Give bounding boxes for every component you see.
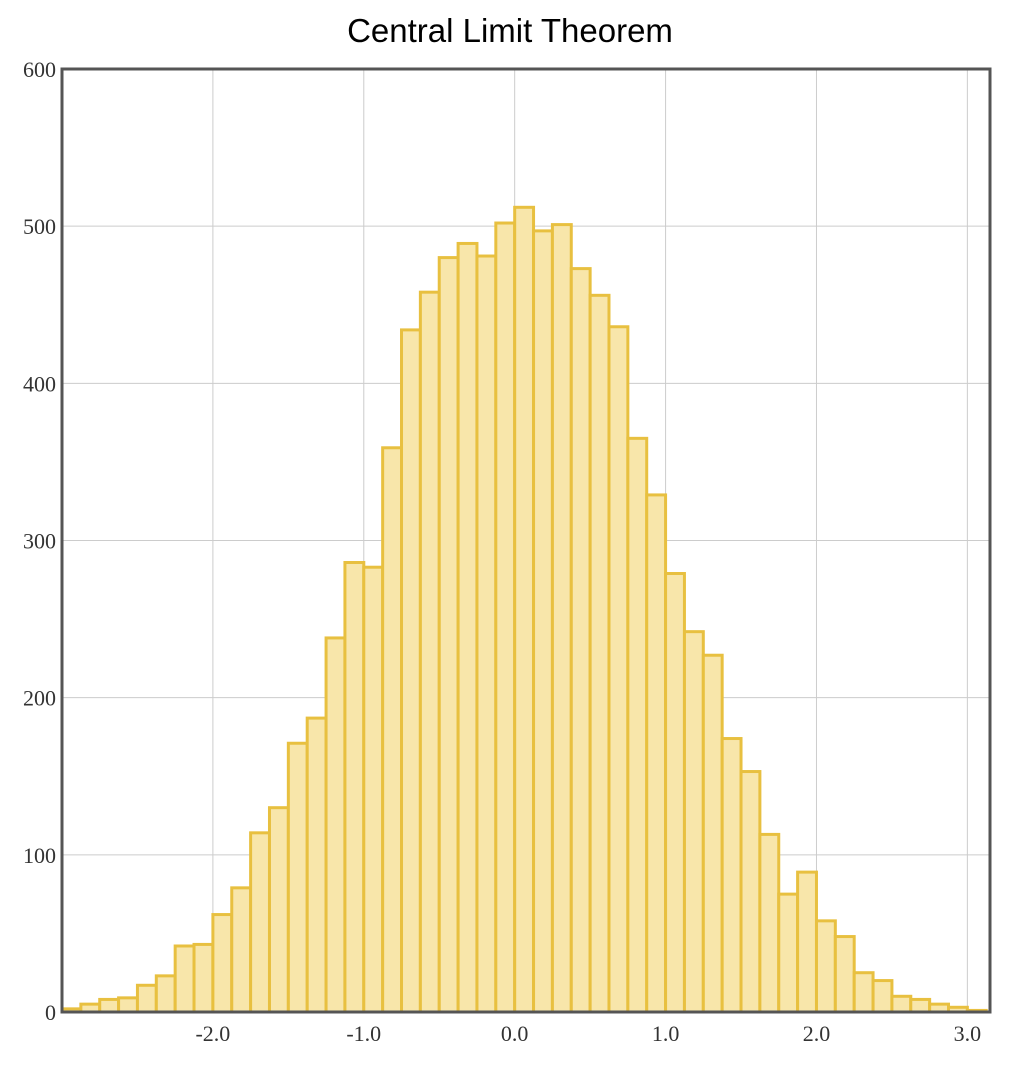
histogram-bar xyxy=(682,630,705,1014)
bars-layer xyxy=(60,205,988,1014)
histogram-bar xyxy=(475,254,498,1014)
histogram-bar xyxy=(588,293,611,1014)
histogram-bar xyxy=(305,716,328,1014)
x-tick-label: -1.0 xyxy=(346,1021,381,1046)
histogram-bar xyxy=(324,636,347,1014)
histogram-bar xyxy=(418,290,441,1014)
histogram-bar xyxy=(286,741,309,1014)
histogram-bar xyxy=(456,241,479,1014)
y-tick-label: 500 xyxy=(23,214,56,239)
histogram-bar xyxy=(550,223,573,1014)
histogram-bar xyxy=(230,886,253,1014)
histogram-bar xyxy=(645,493,668,1014)
histogram-bar xyxy=(607,325,630,1014)
histogram-bar xyxy=(249,831,271,1014)
y-tick-label: 200 xyxy=(23,686,56,711)
histogram-bar xyxy=(211,913,234,1014)
histogram-bar xyxy=(362,565,385,1014)
histogram-bar xyxy=(494,221,517,1014)
axis-layer: -2.0 -1.0 0.0 1.0 2.0 3.0 0 100 200 300 400 500 600 xyxy=(23,57,981,1046)
histogram-bar xyxy=(569,267,592,1014)
histogram-bar xyxy=(814,919,837,1014)
histogram-bar xyxy=(852,971,875,1014)
y-tick-label: 600 xyxy=(23,57,56,82)
histogram-bar xyxy=(381,446,404,1014)
x-tick-label: 2.0 xyxy=(803,1021,831,1046)
y-tick-label: 400 xyxy=(23,371,56,396)
chart-title: Central Limit Theorem xyxy=(347,12,673,49)
histogram-bar xyxy=(513,205,536,1014)
x-tick-label: 1.0 xyxy=(652,1021,680,1046)
histogram-bar xyxy=(664,572,686,1014)
y-tick-label: 100 xyxy=(23,843,56,868)
histogram-bar xyxy=(890,994,913,1014)
histogram-bar xyxy=(437,256,460,1014)
histogram-bar xyxy=(720,737,743,1014)
x-tick-label: -2.0 xyxy=(195,1021,230,1046)
histogram-bar xyxy=(701,653,724,1014)
x-tick-label: 0.0 xyxy=(501,1021,529,1046)
x-tick-label: 3.0 xyxy=(954,1021,982,1046)
histogram-bar xyxy=(532,229,554,1014)
histogram-bar xyxy=(343,561,366,1014)
histogram-bar xyxy=(626,436,649,1014)
histogram-bar xyxy=(758,832,781,1014)
histogram-bar xyxy=(796,870,818,1014)
histogram-bar xyxy=(173,944,196,1014)
histogram-bar xyxy=(400,328,422,1014)
histogram-bar xyxy=(267,806,290,1014)
histogram-bar xyxy=(909,997,932,1014)
histogram-bar xyxy=(871,979,894,1014)
y-tick-label: 300 xyxy=(23,529,56,554)
histogram-bar xyxy=(154,974,177,1014)
histogram-bar xyxy=(777,892,800,1014)
plot-frame xyxy=(60,67,992,1014)
histogram-bar xyxy=(117,996,139,1014)
histogram-bar xyxy=(135,983,158,1014)
histogram-bar xyxy=(98,997,121,1014)
histogram-bar xyxy=(192,942,215,1014)
histogram-bar xyxy=(739,770,762,1014)
histogram-bar xyxy=(833,935,856,1014)
y-tick-label: 0 xyxy=(45,1000,56,1025)
